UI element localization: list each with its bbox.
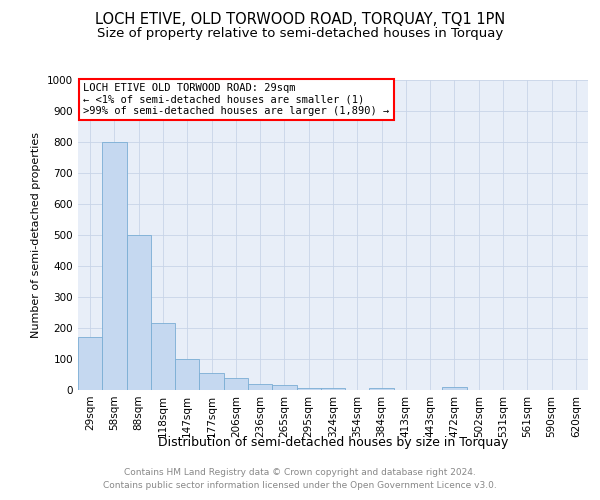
- Y-axis label: Number of semi-detached properties: Number of semi-detached properties: [31, 132, 41, 338]
- Bar: [175, 359, 199, 390]
- Bar: [102, 142, 127, 390]
- Bar: [127, 235, 151, 390]
- Bar: [151, 324, 175, 390]
- Bar: [296, 388, 321, 390]
- Text: LOCH ETIVE OLD TORWOOD ROAD: 29sqm
← <1% of semi-detached houses are smaller (1): LOCH ETIVE OLD TORWOOD ROAD: 29sqm ← <1%…: [83, 83, 389, 116]
- Text: LOCH ETIVE, OLD TORWOOD ROAD, TORQUAY, TQ1 1PN: LOCH ETIVE, OLD TORWOOD ROAD, TORQUAY, T…: [95, 12, 505, 28]
- Text: Size of property relative to semi-detached houses in Torquay: Size of property relative to semi-detach…: [97, 28, 503, 40]
- Bar: [224, 378, 248, 390]
- Bar: [370, 388, 394, 390]
- Bar: [199, 373, 224, 390]
- Bar: [442, 387, 467, 390]
- Bar: [321, 388, 345, 390]
- Text: Contains public sector information licensed under the Open Government Licence v3: Contains public sector information licen…: [103, 482, 497, 490]
- Text: Contains HM Land Registry data © Crown copyright and database right 2024.: Contains HM Land Registry data © Crown c…: [124, 468, 476, 477]
- Bar: [78, 338, 102, 390]
- Bar: [272, 386, 296, 390]
- Bar: [248, 384, 272, 390]
- Text: Distribution of semi-detached houses by size in Torquay: Distribution of semi-detached houses by …: [158, 436, 508, 449]
